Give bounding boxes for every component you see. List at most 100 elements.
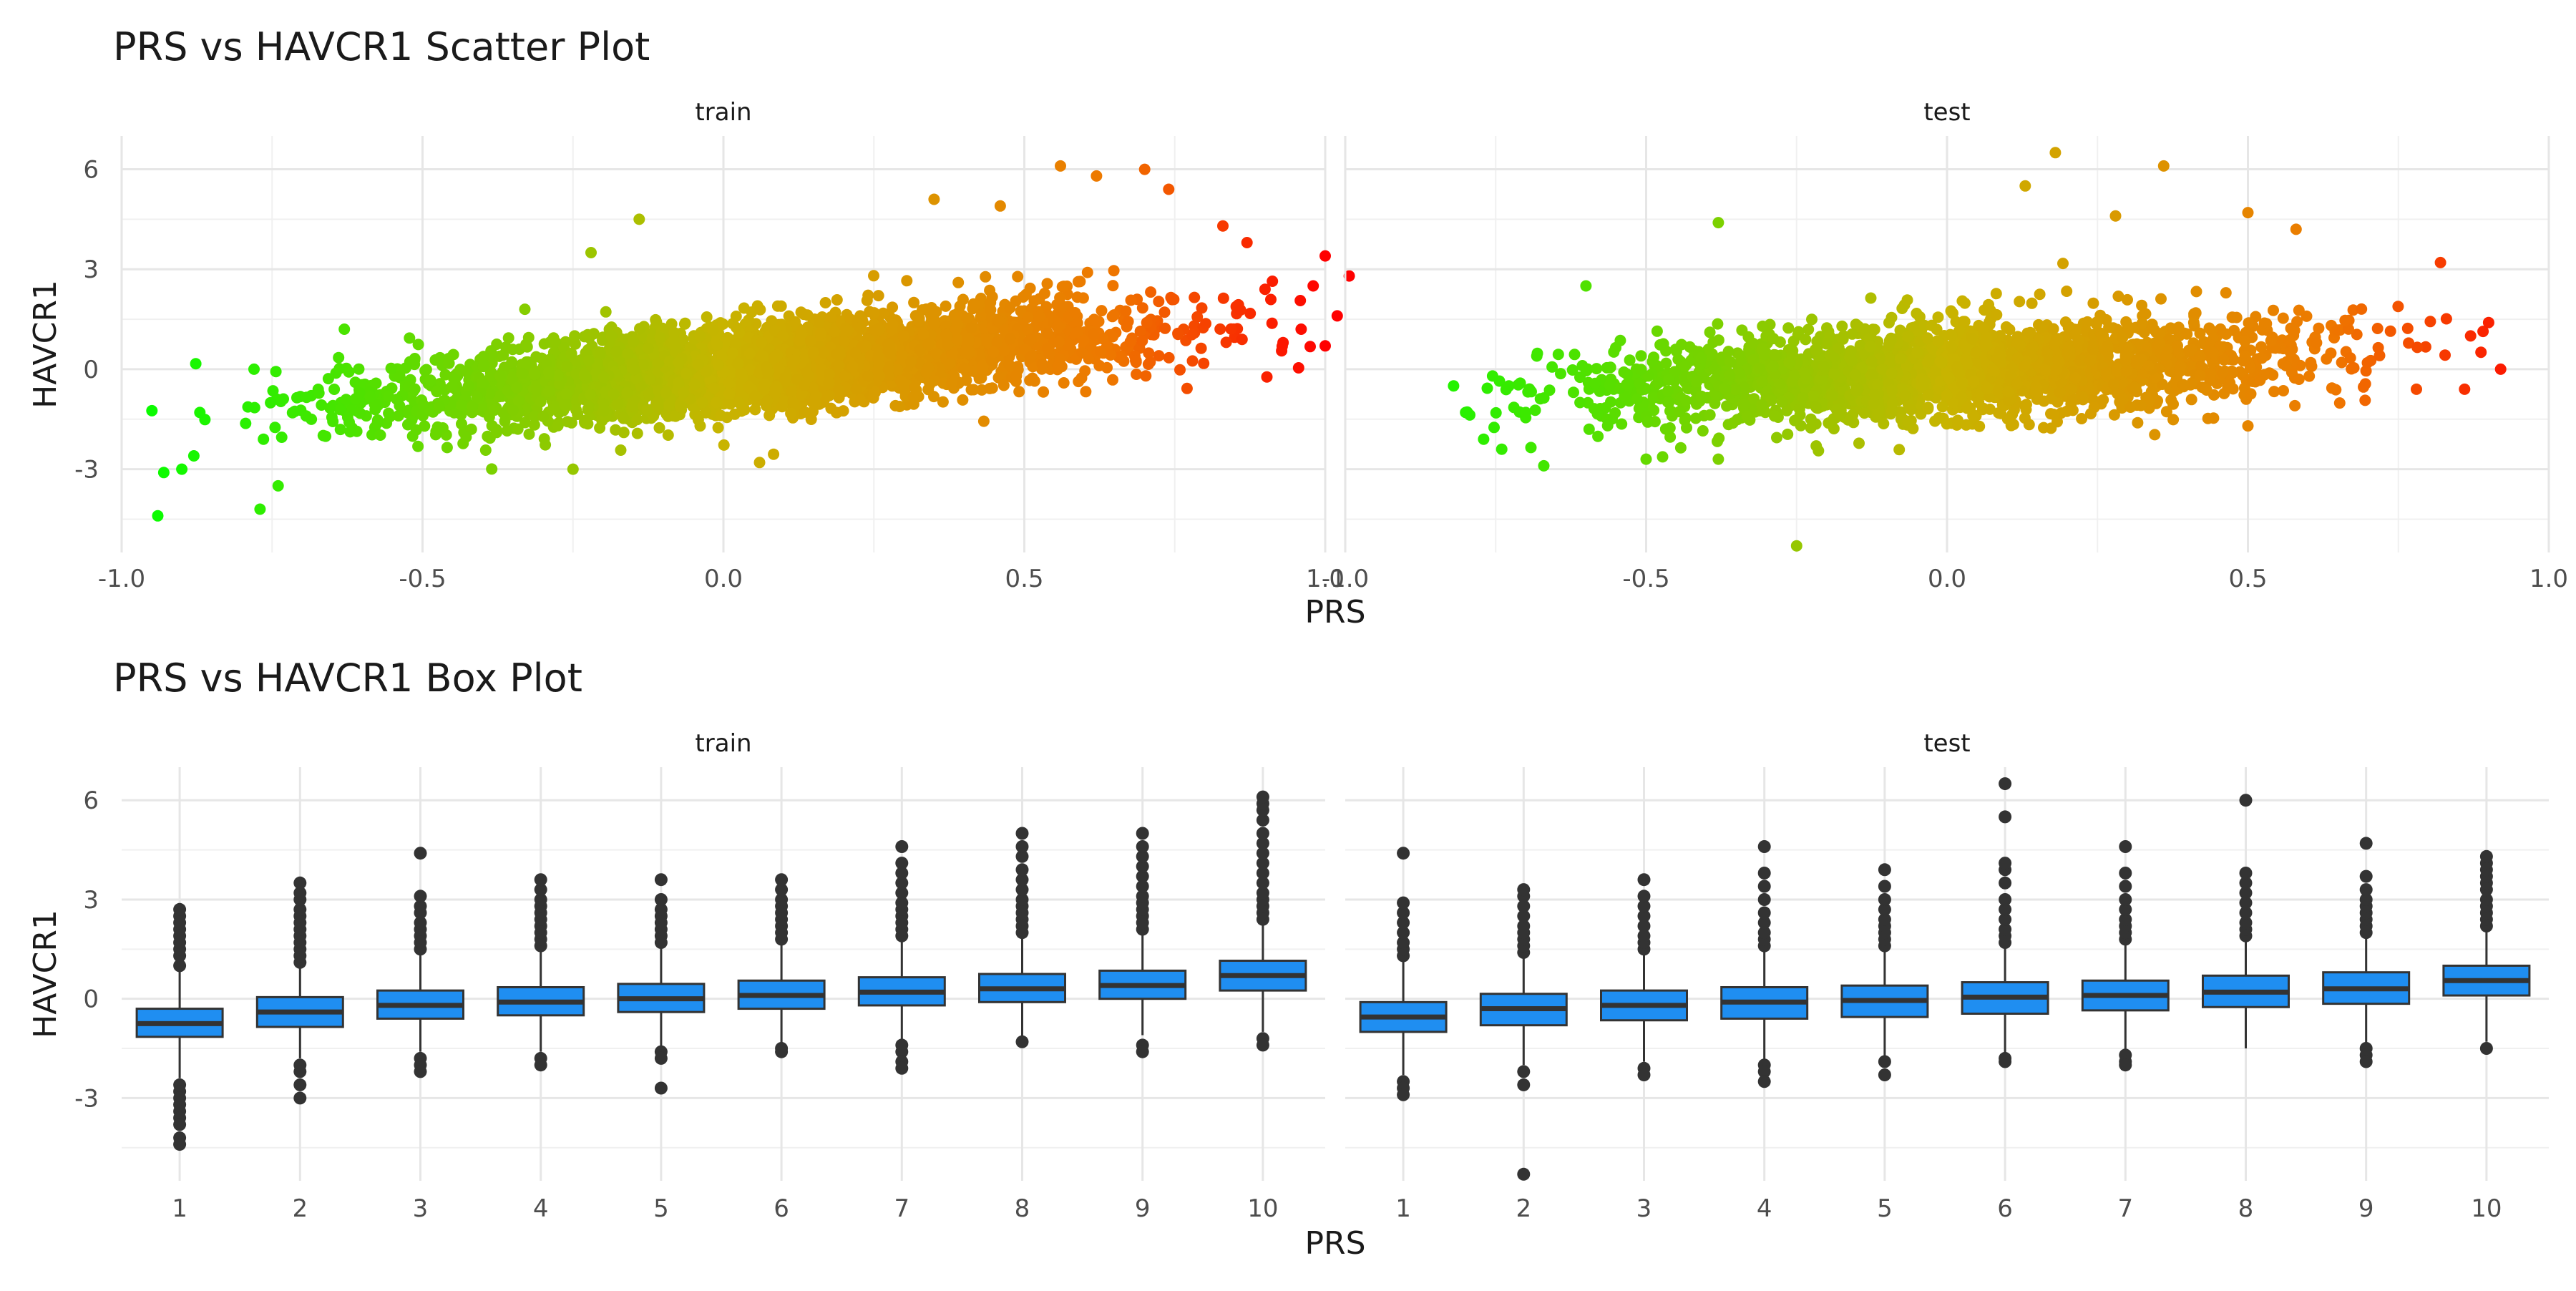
scatter-point bbox=[693, 359, 704, 370]
scatter-point bbox=[660, 387, 672, 399]
scatter-point bbox=[1095, 346, 1106, 357]
scatter-point bbox=[1010, 376, 1022, 387]
scatter-point bbox=[1039, 288, 1050, 299]
scatter-point bbox=[1072, 291, 1083, 303]
scatter-point bbox=[1088, 329, 1099, 341]
scatter-point bbox=[582, 418, 593, 429]
scatter-point bbox=[248, 364, 260, 375]
scatter-point bbox=[270, 366, 282, 377]
scatter-point bbox=[1137, 302, 1148, 313]
scatter-point bbox=[529, 366, 540, 378]
scatter-point bbox=[1013, 386, 1025, 397]
scatter-point bbox=[651, 399, 663, 410]
scatter-point bbox=[1108, 309, 1120, 321]
scatter-point bbox=[1712, 318, 1723, 330]
scatter-point bbox=[456, 418, 467, 429]
scatter-point bbox=[188, 450, 200, 462]
scatter-point bbox=[970, 299, 981, 311]
scatter-point bbox=[988, 346, 1000, 358]
scatter-point bbox=[833, 384, 844, 396]
scatter-point bbox=[759, 379, 771, 390]
scatter-point bbox=[1072, 327, 1083, 338]
scatter-point bbox=[1004, 333, 1015, 345]
x-tick-label: -0.5 bbox=[1622, 565, 1669, 593]
scatter-point bbox=[479, 359, 490, 371]
scatter-point bbox=[463, 381, 474, 392]
scatter-point bbox=[952, 277, 964, 288]
scatter-point bbox=[928, 194, 940, 205]
scatter-point bbox=[738, 303, 750, 314]
scatter-point bbox=[1093, 360, 1105, 371]
scatter-point bbox=[585, 389, 596, 400]
scatter-point bbox=[680, 368, 692, 379]
scatter-point bbox=[343, 366, 355, 378]
scatter-point bbox=[1221, 336, 1232, 348]
scatter-point bbox=[1107, 374, 1118, 386]
scatter-point bbox=[1262, 371, 1273, 383]
scatter-point bbox=[1043, 328, 1054, 339]
scatter-point bbox=[1022, 323, 1033, 335]
scatter-point bbox=[924, 379, 936, 390]
scatter-point bbox=[1259, 283, 1271, 295]
scatter-point bbox=[824, 390, 835, 401]
scatter-point bbox=[1293, 362, 1304, 374]
scatter-plot-title: PRS vs HAVCR1 Scatter Plot bbox=[113, 24, 650, 69]
scatter-point bbox=[328, 384, 340, 395]
scatter-point bbox=[869, 325, 880, 336]
scatter-point bbox=[824, 377, 835, 389]
scatter-point bbox=[872, 354, 884, 365]
scatter-point bbox=[535, 396, 547, 407]
scatter-point bbox=[539, 338, 550, 350]
scatter-point bbox=[762, 366, 774, 378]
scatter-point bbox=[369, 404, 381, 415]
scatter-point bbox=[1172, 328, 1184, 340]
scatter-point bbox=[968, 384, 980, 396]
scatter-point bbox=[600, 306, 612, 318]
scatter-point bbox=[1488, 422, 1500, 433]
scatter-point bbox=[152, 510, 164, 522]
scatter-point bbox=[431, 386, 443, 397]
scatter-point bbox=[1159, 323, 1171, 334]
scatter-point bbox=[842, 325, 854, 336]
scatter-point bbox=[477, 376, 488, 388]
scatter-point bbox=[1042, 278, 1053, 289]
scatter-point bbox=[628, 336, 639, 347]
scatter-point bbox=[552, 420, 564, 432]
scatter-point bbox=[1034, 311, 1045, 323]
scatter-point bbox=[678, 387, 689, 399]
scatter-point bbox=[456, 399, 467, 411]
scatter-point bbox=[544, 369, 555, 380]
scatter-point bbox=[1196, 343, 1207, 354]
scatter-point bbox=[1319, 250, 1331, 262]
scatter-point bbox=[494, 370, 506, 381]
scatter-point bbox=[1163, 184, 1174, 195]
scatter-point bbox=[831, 349, 843, 360]
scatter-point bbox=[2359, 394, 2371, 406]
scatter-point bbox=[2045, 422, 2057, 434]
scatter-point bbox=[491, 427, 502, 438]
scatter-point bbox=[531, 384, 542, 395]
scatter-point bbox=[301, 391, 312, 403]
scatter-point bbox=[680, 318, 691, 329]
scatter-point bbox=[1144, 356, 1156, 368]
scatter-point bbox=[1135, 326, 1146, 337]
scatter-point bbox=[776, 301, 787, 312]
scatter-point bbox=[432, 424, 444, 435]
scatter-point bbox=[777, 331, 789, 342]
scatter-point bbox=[1196, 302, 1208, 313]
facet-label-test: test bbox=[1923, 98, 1970, 127]
scatter-point bbox=[929, 308, 940, 320]
x-tick-label: 0.0 bbox=[1928, 565, 1966, 593]
scatter-point bbox=[1163, 352, 1175, 364]
scatter-point bbox=[1189, 292, 1200, 303]
scatter-point bbox=[995, 200, 1006, 212]
scatter-point bbox=[697, 397, 708, 409]
scatter-point bbox=[757, 350, 769, 361]
scatter-point bbox=[937, 396, 949, 408]
scatter-point bbox=[1332, 310, 1343, 321]
scatter-point bbox=[520, 338, 532, 350]
scatter-point bbox=[922, 338, 934, 350]
scatter-point bbox=[673, 357, 684, 369]
scatter-point bbox=[608, 389, 620, 400]
